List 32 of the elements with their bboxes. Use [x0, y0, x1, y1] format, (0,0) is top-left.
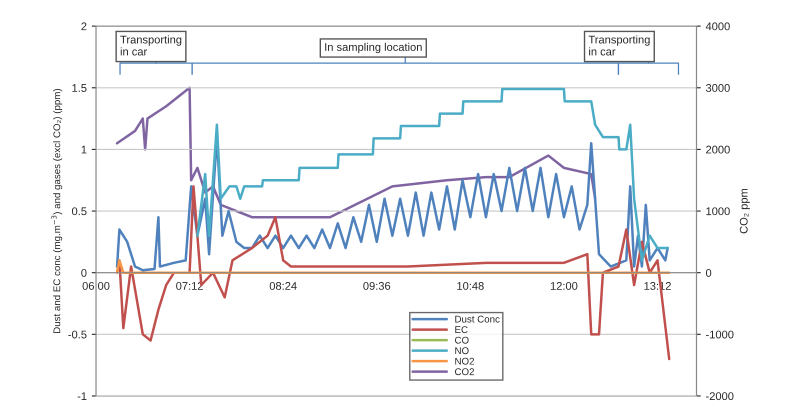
- y-tick-label: -1: [78, 392, 86, 400]
- x-tick-label: 09:36: [363, 282, 390, 290]
- line-series: [116, 86, 596, 218]
- y2-tick-label: 0: [706, 268, 712, 277]
- y2-tick-label: 3000: [706, 84, 730, 92]
- y2-tick-label: -2000: [706, 392, 734, 400]
- y-tick-label: 2: [81, 22, 86, 30]
- y-tick-label: 1: [82, 146, 86, 154]
- y-tick-label: 1.5: [72, 84, 87, 92]
- y2-tick-label: 1000: [706, 207, 730, 216]
- x-tick-label: 12:00: [550, 282, 578, 290]
- y2-tick-label: 4000: [706, 22, 730, 30]
- annotation: In sampling location: [325, 42, 422, 54]
- legend-label: Dust Conc: [455, 316, 500, 323]
- y2-tick-label: -1000: [706, 330, 734, 338]
- y2-axis-title: CO₂ ppm: [740, 188, 750, 234]
- legend-label: EC: [455, 326, 468, 334]
- x-tick-label: 08:24: [270, 282, 297, 290]
- annotation: Transporting in car: [120, 35, 182, 56]
- legend-label: NO: [455, 347, 469, 354]
- y-axis-title: Dust and EC conc (mg.m$^{−3}$) and gases (excl CO₂) (ppm): [51, 88, 62, 333]
- annotation: Transporting in car: [588, 35, 650, 56]
- x-tick-label: 10:48: [457, 282, 484, 290]
- legend-label: NO2: [455, 358, 474, 365]
- y2-tick-label: 2000: [706, 146, 730, 154]
- y-tick-label: 0: [81, 268, 87, 277]
- line-series: [196, 88, 669, 262]
- y-tick-label: -0.5: [68, 330, 87, 338]
- legend-label: CO: [455, 336, 469, 344]
- y-tick-label: 0.5: [72, 207, 87, 216]
- legend-label: CO2: [455, 368, 474, 376]
- x-tick-label: 06:00: [82, 282, 110, 290]
